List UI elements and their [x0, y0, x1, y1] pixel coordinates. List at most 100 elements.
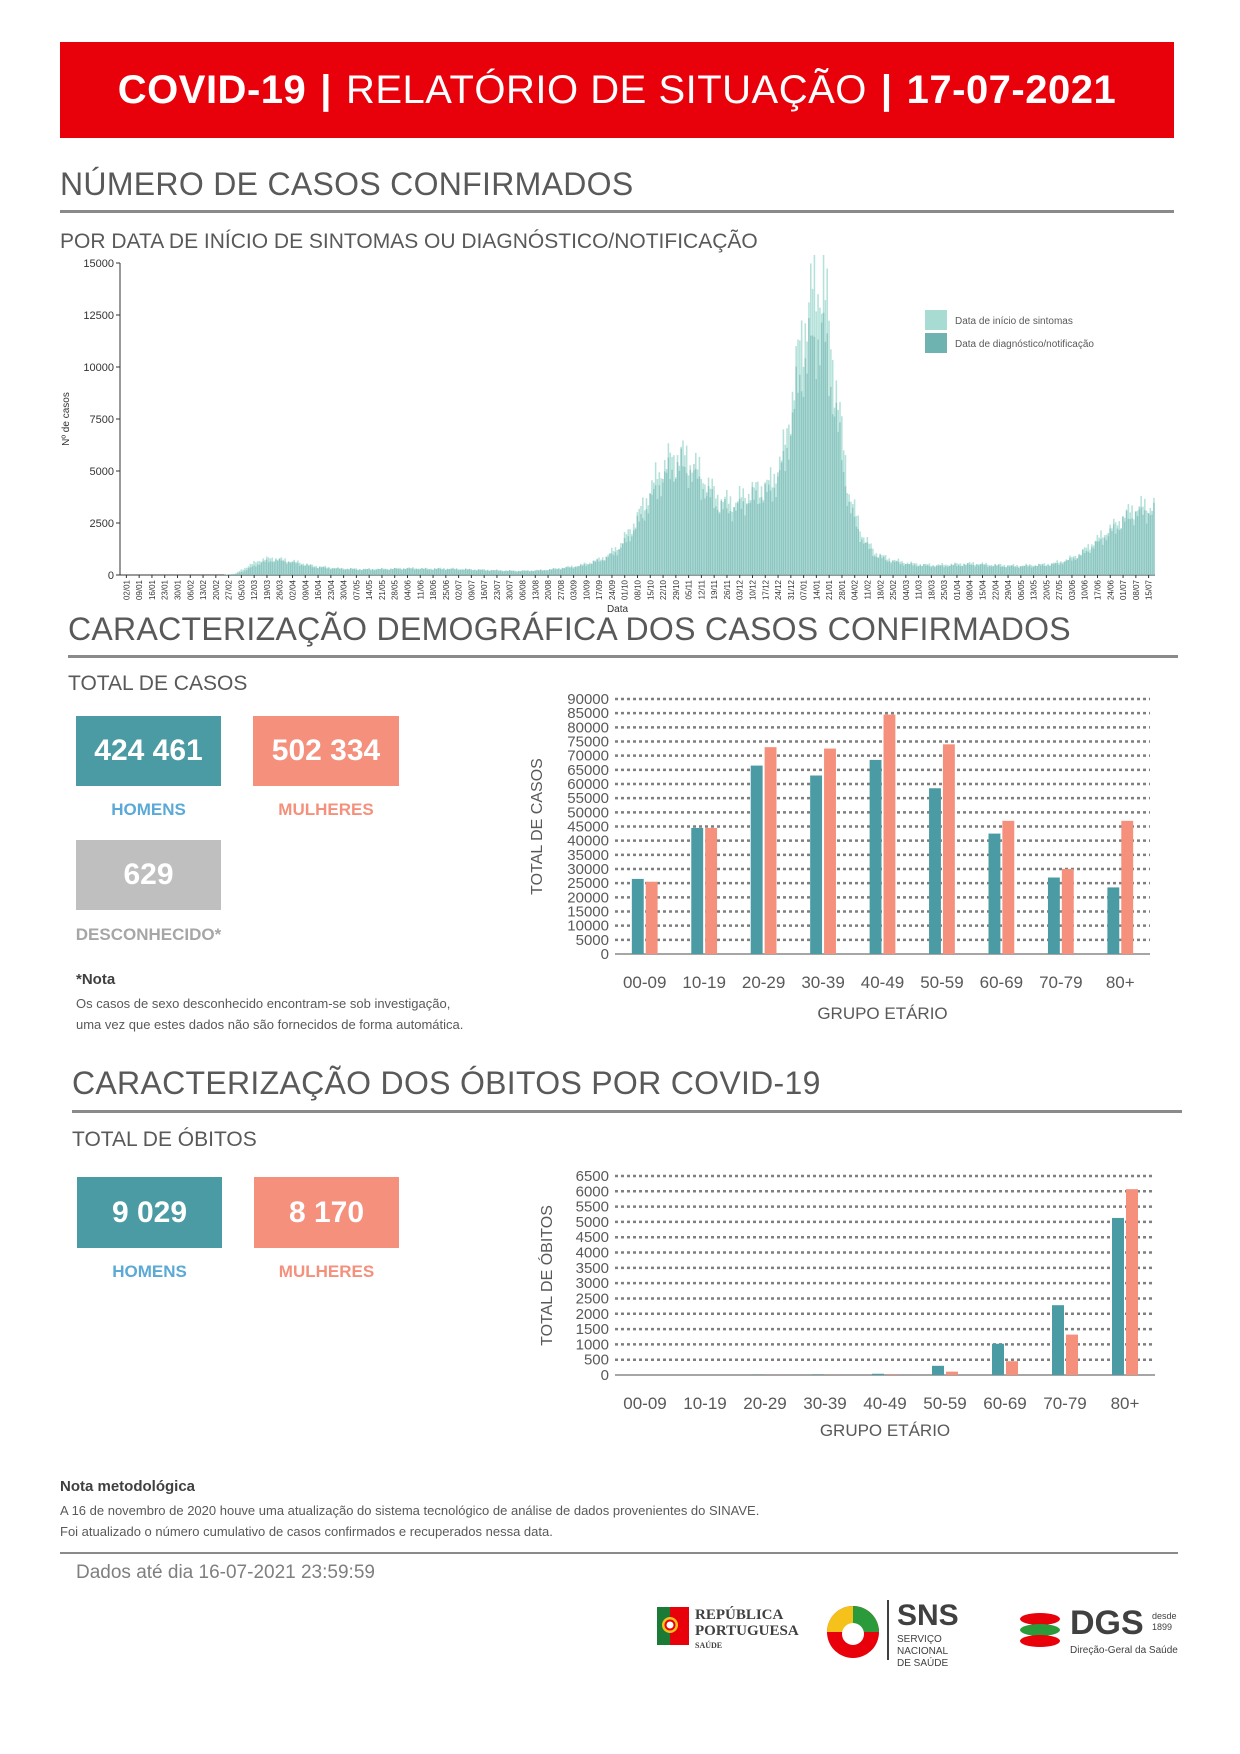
epi-bar [904, 564, 907, 575]
women-bar [1126, 1189, 1138, 1375]
epi-bar [1029, 565, 1031, 575]
epi-bar [532, 571, 535, 575]
epi-bar [1045, 566, 1048, 575]
epi-bar [297, 562, 299, 575]
x-tick-label: 00-09 [623, 973, 666, 992]
epi-bar [1125, 510, 1128, 575]
x-tick-label: 30/04 [340, 579, 349, 600]
y-axis-label: Nº de casos [61, 392, 72, 446]
epi-bar [910, 563, 912, 575]
epi-bar [1142, 514, 1144, 575]
epi-bar [833, 416, 836, 575]
men-bar [1112, 1217, 1124, 1375]
x-tick-label: 30-39 [803, 1394, 846, 1413]
epi-bar [559, 569, 562, 575]
epi-bar [687, 488, 690, 575]
epi-bar [585, 566, 588, 575]
epi-bar [1067, 560, 1069, 575]
data-date: Dados até dia 16-07-2021 23:59:59 [76, 1562, 375, 1583]
men-bar [691, 827, 704, 954]
epi-bar [817, 339, 819, 575]
epi-bar [811, 335, 814, 575]
epi-bar [377, 569, 379, 575]
epi-bar [828, 396, 830, 575]
x-tick-label: 25/03 [940, 579, 949, 600]
y-tick-label: 75000 [567, 734, 609, 751]
x-tick-label: 20/08 [544, 579, 553, 600]
epi-bar [492, 570, 494, 575]
epi-bar [448, 569, 451, 575]
x-tick-label: 07/05 [352, 579, 361, 600]
x-tick-label: 11/03 [915, 579, 924, 599]
x-tick-label: 25/06 [442, 579, 451, 600]
epi-bar [990, 566, 993, 575]
epi-bar [485, 570, 487, 575]
epi-bar [799, 374, 801, 575]
epi-bar [890, 563, 892, 575]
epi-bar [251, 566, 253, 575]
epi-bar [435, 569, 438, 575]
epi-bar [848, 501, 850, 575]
epi-bar [684, 467, 686, 575]
epi-bar [977, 565, 980, 575]
epi-bar [1056, 563, 1058, 575]
x-axis-label: GRUPO ETÁRIO [820, 1421, 950, 1440]
x-tick-label: 19/11 [710, 579, 719, 599]
epi-bar [1089, 552, 1091, 575]
x-tick-label: 30/07 [506, 579, 515, 600]
banner-separator: | [880, 67, 893, 112]
epi-bar [326, 568, 328, 575]
epi-bar [512, 570, 515, 575]
x-axis-label: GRUPO ETÁRIO [817, 1004, 947, 1022]
epi-bar [689, 469, 692, 575]
section-divider [68, 655, 1178, 658]
epi-bar [371, 569, 374, 575]
epi-bar [846, 506, 849, 575]
epi-bar [592, 560, 595, 575]
x-tick-label: 03/06 [1068, 579, 1077, 600]
x-tick-label: 01/04 [953, 579, 962, 600]
epi-bar [720, 500, 723, 575]
epi-bar [503, 570, 505, 575]
x-tick-label: 18/03 [927, 579, 936, 600]
epi-bar [601, 560, 604, 575]
epi-bar [298, 565, 301, 575]
epi-bar [273, 562, 275, 575]
epi-bar [727, 513, 730, 575]
logo-text: DE SAÚDE [897, 1658, 949, 1669]
epi-bar [329, 569, 332, 575]
x-tick-label: 16/04 [314, 579, 323, 600]
epi-bar [948, 565, 951, 575]
epi-bar [988, 565, 991, 575]
epi-bar [611, 553, 613, 575]
epi-bar [762, 502, 765, 575]
epi-bar [379, 569, 381, 575]
epi-bar [412, 568, 414, 575]
epi-bar [893, 561, 896, 575]
epi-bar [983, 565, 985, 575]
epi-bar [906, 564, 909, 575]
x-tick-label: 09/07 [467, 579, 476, 600]
epi-bar [574, 566, 577, 575]
epi-bar [884, 560, 887, 575]
women-bar [705, 827, 718, 954]
epi-bar [881, 558, 883, 575]
y-tick-label: 10000 [83, 362, 114, 374]
y-tick-label: 1500 [576, 1321, 609, 1338]
epi-bar [1023, 565, 1026, 575]
epi-bar [561, 567, 564, 575]
epi-bar [225, 574, 228, 575]
y-tick-label: 5000 [90, 466, 114, 478]
y-tick-label: 2000 [576, 1306, 609, 1323]
epi-bar [1153, 503, 1155, 575]
epi-bar [914, 564, 916, 575]
epi-bar [861, 539, 863, 575]
epi-bar [304, 565, 306, 575]
epi-bar [640, 514, 642, 575]
epi-bar [455, 569, 458, 575]
epi-bar [1054, 563, 1057, 575]
y-tick-label: 50000 [567, 804, 609, 821]
epi-bar [1014, 567, 1016, 575]
epi-bar [966, 563, 969, 575]
x-tick-label: 70-79 [1043, 1394, 1086, 1413]
